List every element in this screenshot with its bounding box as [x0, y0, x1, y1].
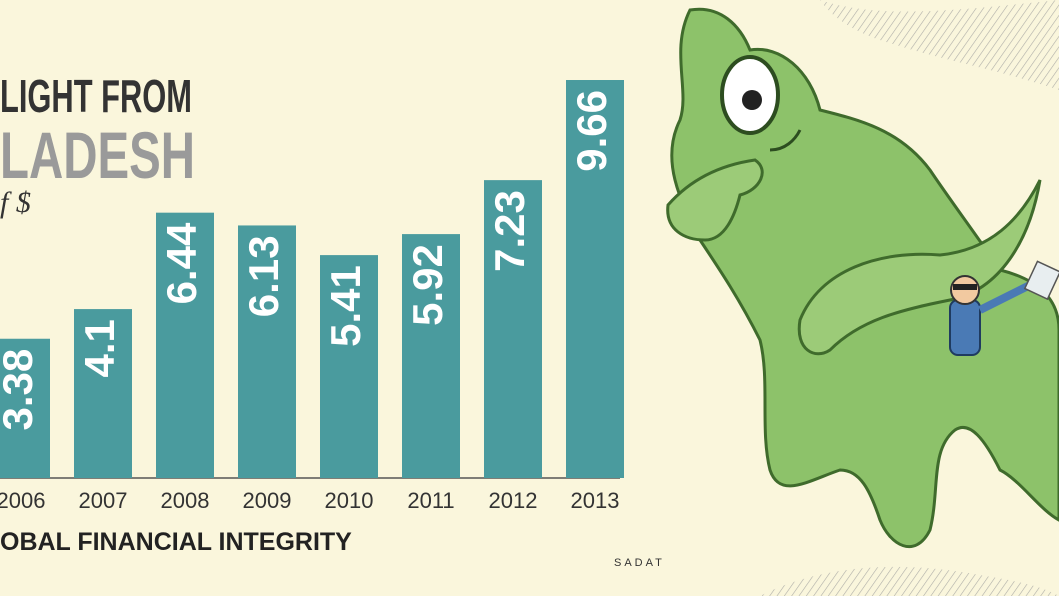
x-tick-label: 2008 — [161, 488, 210, 513]
illustration — [666, 0, 1059, 596]
value-label: 7.23 — [486, 190, 533, 272]
x-tick-label: 2010 — [325, 488, 374, 513]
bar — [0, 338, 50, 478]
x-tick-label: 2013 — [571, 488, 620, 513]
unit-label: f $ — [0, 186, 31, 219]
chart-title: LIGHT FROM — [0, 70, 192, 122]
value-label: 6.13 — [240, 235, 287, 317]
bar — [402, 234, 460, 478]
signature: SADAT — [614, 557, 665, 569]
x-tick-label: 2006 — [0, 488, 45, 513]
value-label: 5.92 — [404, 244, 451, 326]
x-tick-label: 2011 — [407, 488, 454, 513]
bar — [74, 309, 132, 478]
source: OBAL FINANCIAL INTEGRITY — [0, 528, 352, 556]
bar — [484, 180, 542, 478]
value-label: 5.41 — [322, 265, 369, 347]
value-label: 4.1 — [76, 319, 123, 377]
x-tick-label: 2007 — [79, 488, 128, 513]
chart-subtitle: LADESH — [0, 118, 195, 192]
value-label: 9.66 — [568, 90, 615, 172]
x-tick-label: 2012 — [489, 488, 538, 513]
x-tick-label: 2009 — [243, 488, 292, 513]
value-label: 6.44 — [158, 222, 205, 304]
bar — [156, 212, 214, 478]
bar — [320, 255, 378, 478]
value-label: 3.38 — [0, 349, 41, 431]
bar — [238, 225, 296, 478]
bar — [566, 80, 624, 479]
